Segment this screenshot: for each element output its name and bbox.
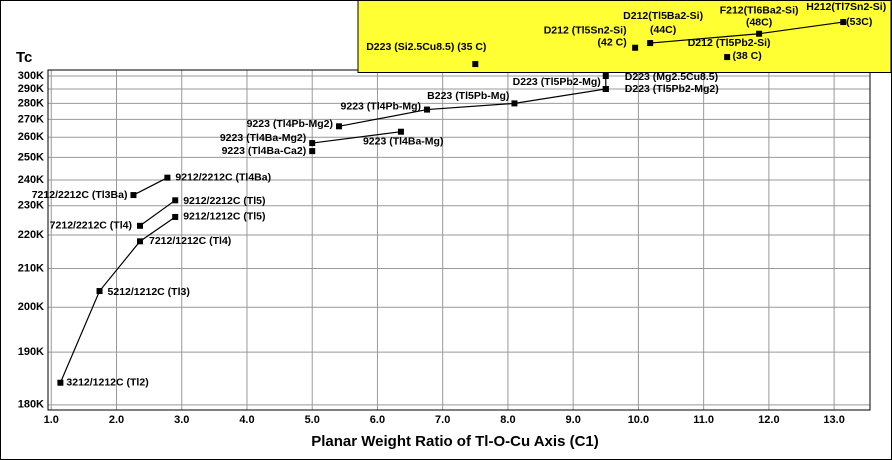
point-label: 9223 (Tl4Ba-Ca2) — [222, 145, 307, 157]
point-label: (53C) — [846, 16, 872, 28]
point-label: H212(Tl7Sn2-Si) — [806, 1, 886, 13]
point-label: B223 (Tl5Pb-Mg) — [427, 90, 509, 102]
x-tick-label: 10.0 — [628, 414, 649, 426]
point-label: D212 (Tl5Sn2-Si) — [544, 25, 627, 37]
point — [335, 123, 342, 130]
point — [172, 197, 179, 204]
y-tick-label: 210K — [18, 262, 44, 274]
x-tick-label: 1.0 — [44, 414, 59, 426]
y-tick-label: 260K — [18, 131, 44, 143]
point-label: D212 (Tl5Pb2-Si) — [688, 37, 771, 49]
y-axis-title: Tc — [16, 49, 32, 66]
series-line — [59, 216, 176, 383]
x-tick-label: 3.0 — [174, 414, 189, 426]
point — [647, 40, 654, 47]
point — [724, 54, 731, 61]
point — [130, 192, 137, 199]
x-tick-label: 11.0 — [693, 414, 714, 426]
y-tick-label: 290K — [18, 83, 44, 95]
point — [472, 61, 479, 68]
x-axis-title: Planar Weight Ratio of Tl-O-Cu Axis (C1) — [311, 433, 599, 450]
point — [136, 222, 143, 229]
y-tick-label: 230K — [18, 200, 44, 212]
x-tick-label: 9.0 — [566, 414, 581, 426]
x-tick-label: 4.0 — [239, 414, 254, 426]
point-label: D223 (Tl5Pb2-Mg) — [513, 76, 601, 88]
y-tick-label: 180K — [18, 399, 44, 411]
point-label: 9212/1212C (Tl5) — [183, 211, 265, 223]
point-label: (38 C) — [733, 50, 762, 62]
point-label: 9223 (Tl4Pb-Mg2) — [247, 118, 333, 130]
point — [309, 140, 316, 147]
point — [309, 148, 316, 155]
x-tick-label: 13.0 — [823, 414, 844, 426]
point-label: 5212/1212C (Tl3) — [108, 286, 190, 298]
point-label: 9223 (Tl4Pb-Mg) — [341, 100, 422, 112]
point-label: (44C) — [650, 24, 676, 36]
point-label: (42 C) — [598, 37, 627, 49]
point-label: 7212/2212C (Tl4) — [50, 220, 132, 232]
y-tick-label: 190K — [18, 346, 44, 358]
x-tick-label: 7.0 — [435, 414, 450, 426]
point-label: 9212/2212C (Tl5) — [183, 195, 265, 207]
point — [57, 379, 64, 386]
x-tick-label: 2.0 — [109, 414, 124, 426]
series-line — [139, 199, 176, 227]
point — [424, 106, 431, 113]
point — [602, 85, 609, 92]
point — [164, 174, 171, 181]
y-tick-label: 270K — [18, 113, 44, 125]
plot-area — [47, 69, 871, 411]
point — [172, 213, 179, 220]
point — [397, 128, 404, 135]
x-tick-label: 5.0 — [305, 414, 320, 426]
point-label: F212(Tl6Ba2-Si) — [720, 5, 799, 17]
point-label: 9223 (Tl4Ba-Mg2) — [220, 132, 306, 144]
y-tick-label: 220K — [18, 229, 44, 241]
point-label: D223 (Tl5Pb2-Mg2) — [625, 83, 719, 95]
point-label: D212(Tl5Ba2-Si) — [623, 10, 703, 22]
point — [602, 73, 609, 80]
point-label: (48C) — [746, 17, 772, 29]
series-line — [312, 131, 402, 144]
point — [840, 19, 847, 26]
point — [511, 100, 518, 107]
point-label: D223 (Mg2.5Cu8.5) — [625, 71, 718, 83]
point-label: 7212/1212C (Tl4) — [149, 235, 231, 247]
y-tick-label: 280K — [18, 97, 44, 109]
point — [96, 288, 103, 295]
point-label: 7212/2212C (Tl3Ba) — [32, 189, 128, 201]
x-tick-label: 12.0 — [758, 414, 779, 426]
point-label: D223 (Si2.5Cu8.5) (35 C) — [366, 41, 486, 53]
point-label: 3212/1212C (Tl2) — [66, 377, 148, 389]
y-tick-label: 200K — [18, 301, 44, 313]
inset-box — [357, 0, 892, 73]
point-label: 9212/2212C (Tl4Ba) — [175, 171, 271, 183]
y-tick-label: 300K — [18, 70, 44, 82]
y-tick-label: 250K — [18, 151, 44, 163]
point-label: 9223 (Tl4Ba-Mg) — [363, 135, 444, 147]
point — [756, 30, 763, 37]
x-tick-label: 6.0 — [370, 414, 385, 426]
point — [632, 44, 639, 51]
x-tick-label: 8.0 — [500, 414, 515, 426]
y-tick-label: 240K — [18, 174, 44, 186]
point — [136, 238, 143, 245]
series-line — [133, 177, 168, 196]
